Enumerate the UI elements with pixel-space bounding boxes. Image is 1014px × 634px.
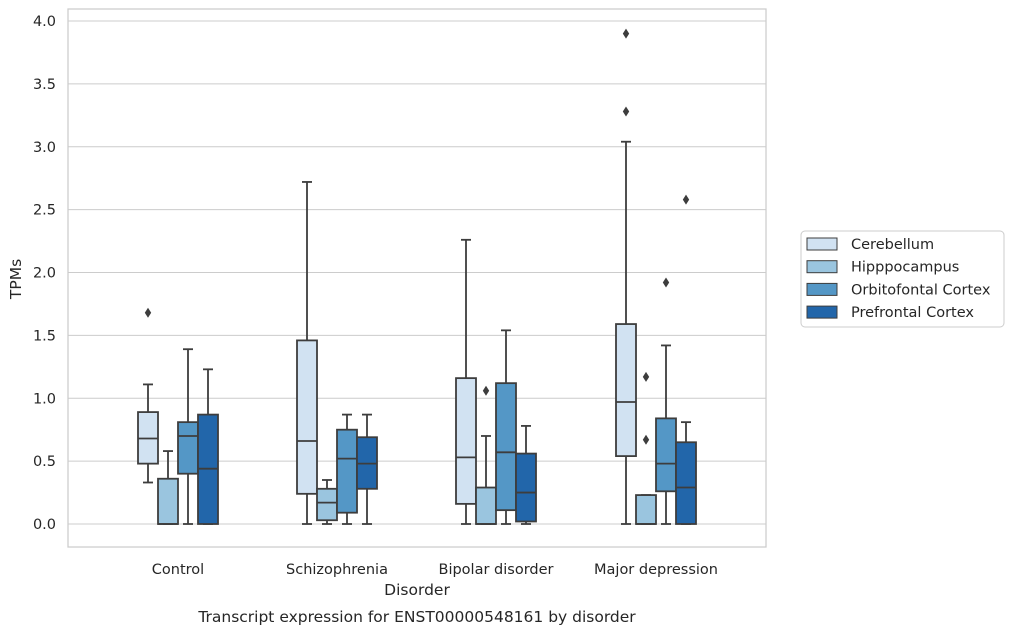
box-body bbox=[336, 428, 358, 514]
legend: Cerebellum Hipppocampus Orbitofontal Corte… bbox=[800, 230, 1005, 328]
box-prefrontal-cortex-2 bbox=[515, 425, 537, 525]
outlier-point bbox=[662, 277, 670, 288]
y-tick-label: 2.0 bbox=[33, 266, 56, 282]
box-hipppocampus-3 bbox=[635, 371, 657, 525]
outlier-point bbox=[642, 371, 650, 382]
legend-label: Hipppocampus bbox=[851, 260, 959, 276]
box-body bbox=[515, 452, 537, 523]
box-prefrontal-cortex-1 bbox=[356, 413, 378, 525]
y-axis-ticks: 0.0 0.5 1.0 1.5 2.0 2.5 3.0 3.5 4.0 bbox=[33, 14, 56, 533]
box-plot-marks bbox=[137, 28, 697, 525]
legend-label: Prefrontal Cortex bbox=[851, 305, 974, 321]
box-body bbox=[675, 441, 697, 525]
box-hipppocampus-1 bbox=[316, 479, 338, 525]
outlier-point bbox=[622, 106, 630, 117]
legend-label: Cerebellum bbox=[851, 237, 934, 253]
plot-frame bbox=[67, 8, 767, 548]
box-cerebellum-3 bbox=[615, 28, 637, 525]
box-body bbox=[635, 494, 657, 525]
y-tick-label: 1.0 bbox=[33, 391, 56, 407]
y-axis-label: TPMs bbox=[7, 259, 25, 300]
y-tick-label: 3.5 bbox=[33, 77, 56, 93]
y-tick-label: 0.5 bbox=[33, 454, 56, 470]
box-cerebellum-0 bbox=[137, 307, 159, 484]
box-prefrontal-cortex-0 bbox=[197, 368, 219, 525]
box-prefrontal-cortex-3 bbox=[675, 194, 697, 525]
box-orbitofontal-cortex-1 bbox=[336, 413, 358, 525]
outlier-point bbox=[642, 434, 650, 445]
box-body bbox=[316, 487, 338, 522]
legend-swatch bbox=[806, 237, 838, 251]
legend-swatch bbox=[806, 282, 838, 296]
x-tick-label: Schizophrenia bbox=[286, 562, 388, 578]
box-hipppocampus-0 bbox=[157, 450, 179, 525]
box-body bbox=[455, 377, 477, 505]
y-tick-label: 3.0 bbox=[33, 140, 56, 156]
outlier-point bbox=[622, 28, 630, 39]
box-body bbox=[615, 323, 637, 457]
box-orbitofontal-cortex-2 bbox=[495, 329, 517, 525]
outlier-point bbox=[682, 194, 690, 205]
x-tick-label: Bipolar disorder bbox=[439, 562, 554, 578]
y-tick-label: 1.5 bbox=[33, 328, 56, 344]
x-tick-label: Major depression bbox=[594, 562, 718, 578]
box-body bbox=[655, 417, 677, 493]
outlier-point bbox=[144, 307, 152, 318]
legend-frame bbox=[800, 230, 1005, 328]
y-tick-label: 2.5 bbox=[33, 203, 56, 219]
legend-swatch bbox=[806, 260, 838, 274]
x-tick-label: Control bbox=[152, 562, 204, 578]
box-body bbox=[157, 477, 179, 525]
box-body bbox=[177, 421, 199, 475]
box-cerebellum-2 bbox=[455, 238, 477, 525]
outlier-point bbox=[482, 385, 490, 396]
legend-label: Orbitofontal Cortex bbox=[851, 282, 991, 298]
box-orbitofontal-cortex-0 bbox=[177, 348, 199, 525]
legend-swatch bbox=[806, 305, 838, 319]
x-axis-label: Disorder bbox=[384, 581, 450, 599]
y-tick-label: 0.0 bbox=[33, 517, 56, 533]
x-axis-ticks: Control Schizophrenia Bipolar disorder Majo… bbox=[152, 562, 718, 578]
box-body bbox=[475, 486, 497, 525]
box-cerebellum-1 bbox=[296, 181, 318, 525]
box-body bbox=[495, 382, 517, 512]
box-body bbox=[296, 339, 318, 495]
box-orbitofontal-cortex-3 bbox=[655, 277, 677, 525]
chart-caption: Transcript expression for ENST0000054816… bbox=[197, 608, 636, 626]
box-hipppocampus-2 bbox=[475, 385, 497, 525]
y-tick-label: 4.0 bbox=[33, 14, 56, 30]
